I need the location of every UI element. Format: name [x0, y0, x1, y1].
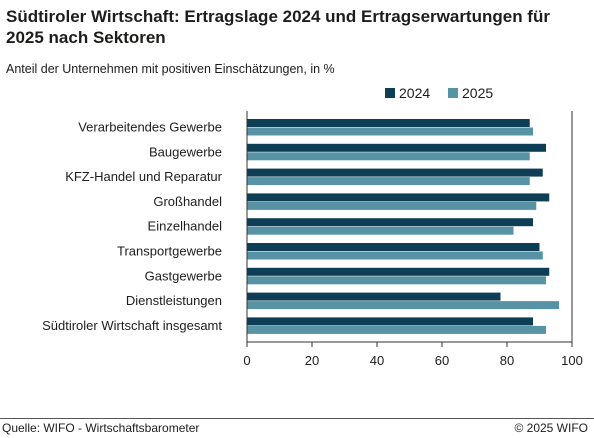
bar-2025	[247, 127, 533, 136]
x-tick-label: 60	[435, 353, 449, 368]
x-tick-label: 40	[370, 353, 384, 368]
category-label: KFZ-Handel und Reparatur	[65, 169, 222, 184]
bar-2025	[247, 325, 546, 334]
bar-2025	[247, 251, 543, 260]
bar-2024	[247, 317, 533, 326]
chart-title: Südtiroler Wirtschaft: Ertragslage 2024 …	[6, 7, 550, 47]
legend-swatch-2024	[385, 88, 395, 98]
category-label: Dienstleistungen	[126, 293, 222, 308]
bar-2024	[247, 143, 546, 152]
x-tick-label: 0	[243, 353, 250, 368]
bar-2024	[247, 119, 530, 127]
source-note: Quelle: WIFO - Wirtschaftsbarometer	[2, 421, 200, 435]
bar-2024	[247, 292, 501, 301]
copyright-note: © 2025 WIFO	[514, 421, 588, 435]
category-label: Verarbeitendes Gewerbe	[78, 120, 222, 135]
category-label: Einzelhandel	[148, 219, 223, 234]
bar-2025	[247, 177, 530, 186]
category-label: Großhandel	[153, 194, 222, 209]
legend-label-2025: 2025	[462, 85, 493, 101]
bar-2024	[247, 168, 543, 177]
bar-2024	[247, 267, 550, 276]
bar-2024	[247, 193, 550, 202]
x-tick-label: 20	[305, 353, 319, 368]
bar-2025	[247, 152, 530, 161]
legend-swatch-2025	[448, 88, 458, 98]
category-label: Südtiroler Wirtschaft insgesamt	[42, 318, 222, 333]
bar-2025	[247, 276, 546, 285]
category-label: Gastgewerbe	[145, 268, 222, 283]
bar-chart: 2024 2025 Verarbeitendes Gewerbe Baugewerbe…	[42, 85, 583, 368]
bar-2024	[247, 218, 533, 227]
category-label: Baugewerbe	[149, 144, 222, 159]
x-tick-label: 80	[500, 353, 514, 368]
chart-subtitle: Anteil der Unternehmen mit positiven Ein…	[6, 62, 335, 76]
category-label: Transportgewerbe	[117, 244, 222, 259]
footer-divider	[0, 418, 594, 419]
bar-2024	[247, 243, 540, 251]
x-tick-label: 100	[561, 353, 583, 368]
bar-2025	[247, 201, 537, 210]
bar-2025	[247, 301, 559, 310]
bar-2025	[247, 226, 514, 235]
legend-label-2024: 2024	[399, 85, 430, 101]
